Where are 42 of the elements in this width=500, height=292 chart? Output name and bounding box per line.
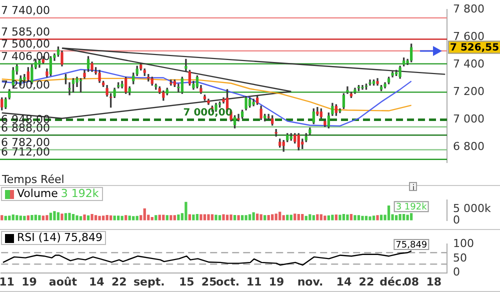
x-tick-label: nov. [297, 275, 324, 288]
y-tick-label: 100 [453, 236, 474, 250]
x-tick-label: 19 [268, 275, 284, 288]
x-tick-label: 15 [178, 275, 194, 288]
x-tick-label: 08 [404, 275, 420, 288]
text: Temps Réel [2, 173, 64, 186]
x-tick-label: 22 [358, 275, 374, 288]
y-tick-label: 50 [453, 251, 467, 264]
text: 7 526,55 [450, 42, 500, 54]
y-tick-label: 0 [453, 266, 460, 279]
x-tick-label: sept. [133, 275, 165, 288]
ref-line-label: 7 406,00 [1, 50, 50, 64]
x-tick-label: 14 [89, 275, 105, 288]
legend-label: RSI (14) [17, 231, 61, 244]
x-tick-label: 14 [336, 275, 352, 288]
ref-line-label: 7 585,00 [1, 26, 50, 39]
x-tick-label: 11 [0, 275, 14, 288]
x-tick-label: 11 [246, 275, 262, 288]
legend-label: Volume [17, 187, 58, 200]
data-label: 3 192k [396, 202, 428, 213]
annotation: 75,849 [396, 240, 428, 250]
y-tick-label: 7 600 [453, 30, 484, 43]
y-tick-label: 6 800 [453, 140, 484, 154]
x-tick-label: 22 [111, 275, 127, 288]
y-tick-label: 0 [453, 213, 460, 226]
ref-line-label: 7 740,00 [1, 4, 50, 18]
y-tick-label: 5 000k [453, 202, 492, 215]
x-tick-label: 19 [22, 275, 37, 288]
text: 75,849 [64, 231, 102, 244]
x-tick-label: déc. [380, 275, 406, 288]
y-tick-label: 7 200 [453, 85, 484, 98]
ref-line-label: 7 500,00 [1, 37, 50, 50]
y-tick-label: 7 800 [453, 2, 484, 16]
x-tick-label: 18 [426, 275, 442, 288]
y-tick-label: 7 000 [453, 112, 484, 126]
ref-line-label: 7 200,00 [1, 78, 50, 92]
text: 3 192k [60, 187, 99, 200]
x-tick-label: 25 [201, 275, 217, 288]
x-tick-label: août [48, 275, 77, 288]
ref-line-label: 6 712,00 [1, 146, 50, 159]
x-tick-label: oct. [216, 275, 240, 288]
y-tick-label: 7 400 [453, 58, 484, 71]
